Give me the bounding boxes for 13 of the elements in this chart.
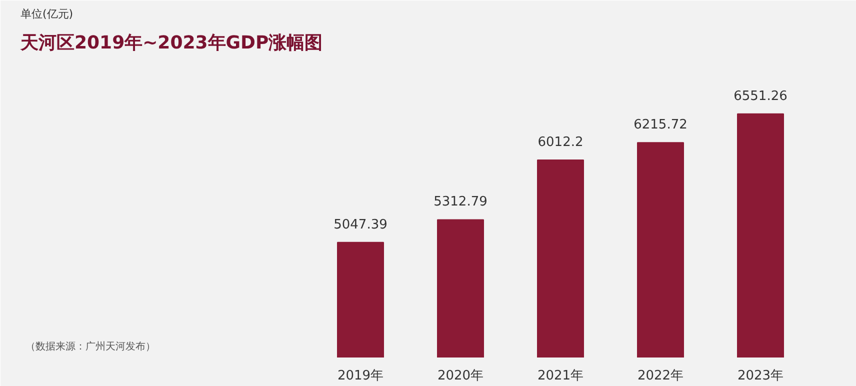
x-tick-label: 2020年 [437,368,484,384]
data-label: 6551.26 [734,88,788,104]
data-label: 5047.39 [334,217,388,232]
x-tick-label: 2019年 [337,368,384,384]
x-tick-label: 2023年 [737,368,784,384]
data-label: 6215.72 [634,118,688,133]
data-label: 6012.2 [538,134,584,150]
chart-title: 天河区2019年~2023年GDP涨幅图 [20,32,323,54]
text: 单位(亿元) [20,8,74,20]
x-tick-label: 2022年 [637,368,684,384]
x-tick-label: 2021年 [537,368,584,384]
data-label: 5312.79 [434,194,488,210]
text: （数据来源：广州天河发布） [26,340,156,352]
